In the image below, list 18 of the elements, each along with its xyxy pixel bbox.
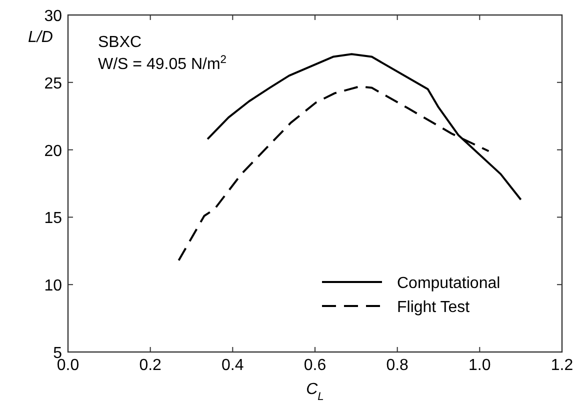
annotation: W/S = 49.05 N/m$^{2}$: [98, 54, 226, 73]
x-tick-label: 1.2: [550, 357, 574, 374]
x-tick-label: 0.4: [222, 357, 244, 374]
x-tick-label: 0.8: [386, 357, 409, 374]
y-tick-label: 30: [44, 8, 62, 25]
y-tick-label: 20: [44, 142, 62, 160]
y-axis-title: L/D: [28, 29, 54, 46]
x-axis-title: C$_{L}$: [306, 381, 324, 403]
x-tick-label: 0.2: [139, 357, 162, 374]
x-tick-label: 1.0: [468, 357, 491, 374]
x-tick-label: 0.0: [56, 357, 80, 374]
legend-label: Computational: [397, 275, 500, 292]
y-tick-label: 10: [44, 278, 62, 295]
y-tick-label: 15: [44, 210, 62, 228]
y-tick-label: 25: [44, 75, 62, 92]
annotation: SBXC: [98, 34, 142, 51]
x-tick-label: 0.6: [304, 357, 326, 374]
legend-label: Flight Test: [397, 299, 470, 316]
